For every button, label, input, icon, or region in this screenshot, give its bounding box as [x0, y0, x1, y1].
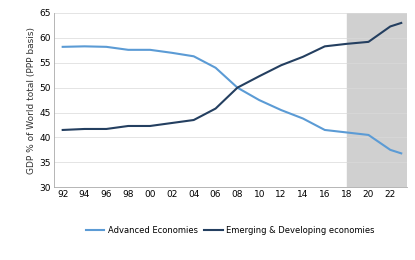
Bar: [347, 13, 407, 187]
Y-axis label: GDP % of World total (PPP basis): GDP % of World total (PPP basis): [27, 27, 36, 174]
Legend: Advanced Economies, Emerging & Developing economies: Advanced Economies, Emerging & Developin…: [83, 223, 378, 238]
